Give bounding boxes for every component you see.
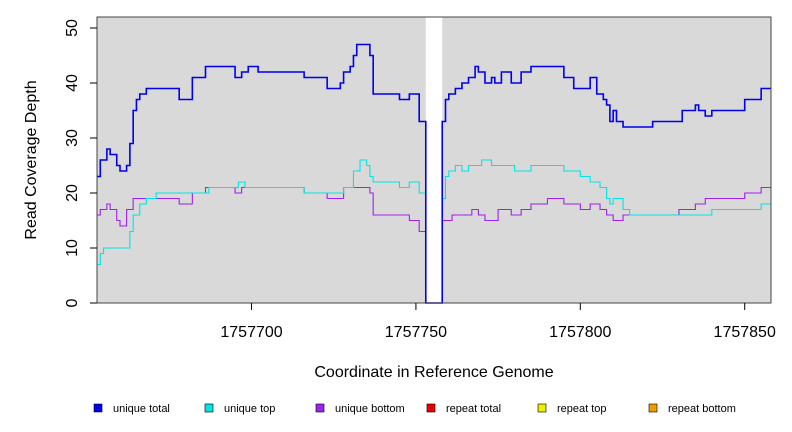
y-tick-label: 10 bbox=[64, 239, 81, 257]
legend-label: repeat bottom bbox=[668, 403, 736, 415]
x-tick-label: 1757700 bbox=[220, 324, 282, 341]
legend-swatch bbox=[204, 403, 214, 413]
legend-swatch bbox=[537, 403, 547, 413]
y-tick-label: 50 bbox=[64, 19, 81, 37]
y-axis: 0 10 20 30 40 50 bbox=[64, 19, 97, 307]
legend-label: unique total bbox=[113, 403, 170, 415]
legend: unique total unique top unique bottom repea… bbox=[93, 403, 736, 415]
legend-swatch bbox=[426, 403, 436, 413]
x-tick-label: 1757850 bbox=[714, 324, 776, 341]
legend-swatch bbox=[93, 403, 103, 413]
x-tick-label: 1757750 bbox=[385, 324, 447, 341]
y-axis-title: Read Coverage Depth bbox=[23, 80, 40, 239]
legend-label: unique top bbox=[224, 403, 275, 415]
plot-border bbox=[96, 16, 772, 304]
y-tick-label: 20 bbox=[64, 184, 81, 202]
y-tick-label: 40 bbox=[64, 74, 81, 92]
legend-swatch bbox=[315, 403, 325, 413]
legend-label: repeat total bbox=[446, 403, 501, 415]
x-axis: 1757700 1757750 1757800 1757850 bbox=[220, 303, 776, 341]
legend-swatch bbox=[648, 403, 658, 413]
x-axis-title: Coordinate in Reference Genome bbox=[314, 364, 553, 381]
y-tick-label: 30 bbox=[64, 129, 81, 147]
legend-label: unique bottom bbox=[335, 403, 405, 415]
y-tick-label: 0 bbox=[64, 298, 81, 307]
legend-label: repeat top bbox=[557, 403, 607, 415]
gap-region bbox=[425, 17, 443, 303]
x-tick-label: 1757800 bbox=[549, 324, 611, 341]
